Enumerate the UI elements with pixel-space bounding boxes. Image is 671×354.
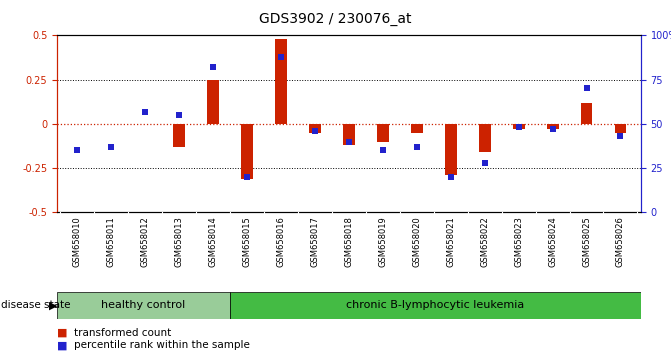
Point	[446, 174, 456, 180]
Point	[513, 125, 524, 130]
Point	[106, 144, 117, 150]
Text: GSM658021: GSM658021	[446, 216, 455, 267]
Point	[72, 148, 83, 153]
Bar	[230, 292, 641, 319]
Text: GSM658017: GSM658017	[311, 216, 319, 267]
Point	[309, 128, 320, 134]
Bar	[513, 124, 525, 129]
Bar	[580, 103, 592, 124]
Bar	[547, 124, 558, 129]
Text: GSM658025: GSM658025	[582, 216, 591, 267]
Point	[615, 133, 626, 139]
Point	[344, 139, 354, 144]
Point	[581, 86, 592, 91]
Bar	[241, 124, 253, 179]
Text: GSM658010: GSM658010	[73, 216, 82, 267]
Point	[208, 64, 219, 70]
Text: ■: ■	[57, 328, 68, 338]
Bar	[377, 124, 389, 142]
Point	[547, 126, 558, 132]
Text: GDS3902 / 230076_at: GDS3902 / 230076_at	[259, 12, 412, 27]
Text: GSM658022: GSM658022	[480, 216, 489, 267]
Point	[276, 54, 287, 59]
Point	[174, 112, 185, 118]
Text: GSM658019: GSM658019	[378, 216, 387, 267]
Text: GSM658018: GSM658018	[344, 216, 354, 267]
Text: transformed count: transformed count	[74, 328, 171, 338]
Text: GSM658013: GSM658013	[174, 216, 184, 267]
Bar	[57, 292, 230, 319]
Point	[411, 144, 422, 150]
Text: GSM658011: GSM658011	[107, 216, 116, 267]
Text: GSM658016: GSM658016	[276, 216, 286, 267]
Text: disease state: disease state	[1, 300, 70, 310]
Text: GSM658012: GSM658012	[141, 216, 150, 267]
Bar	[173, 124, 185, 147]
Bar	[478, 124, 491, 152]
Text: GSM658023: GSM658023	[514, 216, 523, 267]
Text: GSM658014: GSM658014	[209, 216, 217, 267]
Bar	[411, 124, 423, 133]
Text: chronic B-lymphocytic leukemia: chronic B-lymphocytic leukemia	[346, 300, 525, 310]
Text: GSM658015: GSM658015	[243, 216, 252, 267]
Text: ■: ■	[57, 340, 68, 350]
Text: healthy control: healthy control	[101, 300, 186, 310]
Text: GSM658020: GSM658020	[412, 216, 421, 267]
Bar	[615, 124, 627, 133]
Point	[378, 148, 389, 153]
Text: ▶: ▶	[48, 300, 57, 310]
Bar	[309, 124, 321, 133]
Bar	[275, 39, 287, 124]
Bar	[207, 80, 219, 124]
Text: GSM658026: GSM658026	[616, 216, 625, 267]
Bar	[445, 124, 457, 175]
Bar	[343, 124, 355, 145]
Point	[479, 160, 490, 166]
Text: GSM658024: GSM658024	[548, 216, 557, 267]
Text: percentile rank within the sample: percentile rank within the sample	[74, 340, 250, 350]
Point	[242, 174, 252, 180]
Point	[140, 109, 151, 114]
